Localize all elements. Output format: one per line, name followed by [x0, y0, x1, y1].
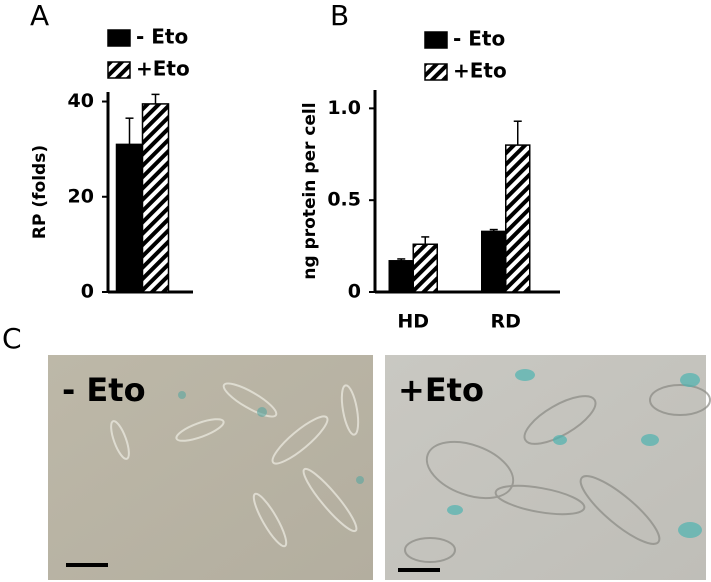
y-tick-label: 40: [68, 90, 94, 112]
y-tick-label: 20: [68, 185, 94, 207]
legend-swatch: [107, 61, 131, 79]
panel-label: A: [30, 0, 49, 32]
y-tick-label: 0.5: [327, 189, 361, 211]
legend-swatch: [107, 29, 131, 47]
x-tick-label: HD: [397, 311, 429, 333]
legend-label: +Eto: [453, 59, 507, 83]
bar: [481, 230, 507, 293]
image-label: +Eto: [398, 371, 484, 409]
y-tick-label: 0: [348, 281, 361, 303]
y-tick-label: 0: [81, 281, 94, 303]
legend-label: - Eto: [136, 25, 188, 49]
panel-label: C: [2, 322, 22, 355]
bar: [505, 144, 531, 293]
bar: [141, 103, 170, 293]
y-tick-label: 1.0: [327, 97, 361, 119]
legend-label: - Eto: [453, 27, 505, 51]
legend-swatch: [424, 63, 448, 81]
bar: [412, 243, 438, 293]
image-plus: [385, 355, 711, 580]
panel-label: B: [330, 0, 349, 32]
bar: [388, 260, 414, 293]
image-label: - Eto: [62, 371, 146, 409]
y-axis-label: ng protein per cell: [300, 102, 320, 279]
x-tick-label: RD: [491, 311, 521, 333]
bar: [115, 143, 144, 293]
legend-label: +Eto: [136, 57, 190, 81]
image-minus: [48, 355, 373, 580]
legend-swatch: [424, 31, 448, 49]
y-axis-label: RP (folds): [30, 145, 50, 239]
